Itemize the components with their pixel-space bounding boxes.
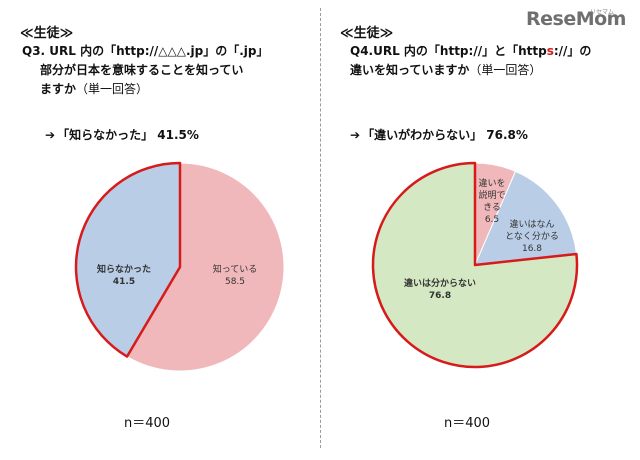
right-question-line1a: Q4.URL 内の「http://」と「http [350, 44, 547, 58]
right-panel: ≪生徒≫ Q4.URL 内の「http://」と「https://」の 違いを知… [320, 0, 640, 460]
pie-slice [74, 161, 182, 358]
panel-divider [320, 8, 321, 448]
data-label-category: 違いはなん [509, 218, 554, 230]
arrow-right-icon: ➔ [350, 128, 361, 142]
left-respondent-tag: ≪生徒≫ [20, 26, 74, 41]
right-respondent-tag: ≪生徒≫ [340, 26, 394, 41]
data-label-category: 違いを [478, 177, 505, 189]
left-panel: ≪生徒≫ Q3. URL 内の「http://△△△.jp」の「.jp」 部分が… [20, 26, 285, 431]
right-question-sub: （単一回答） [469, 63, 542, 77]
right-question-line1b: ://」の [553, 44, 592, 58]
data-label-category: 説明で [478, 189, 505, 201]
data-label-category: 知っている [213, 263, 258, 275]
left-sample-size: n＝400 [124, 416, 171, 431]
resemom-logo: ReseMom [526, 8, 626, 30]
left-question-line3: ますか [40, 82, 77, 96]
right-highlight-text: 「違いがわからない」 76.8% [362, 128, 528, 142]
left-question-line1: URL 内の「http://△△△.jp」の「.jp」 [49, 44, 269, 58]
data-label-category: 違いは分からない [404, 277, 476, 289]
left-highlight: ➔ 「知らなかった」 41.5% [45, 126, 199, 143]
data-label-value: 41.5 [113, 277, 135, 287]
left-question-sub: （単一回答） [76, 82, 149, 96]
pie-slice [474, 170, 577, 266]
right-sample-size: n＝400 [444, 416, 491, 431]
data-label-value: 16.8 [522, 244, 542, 254]
left-question-line2: 部分が日本を意味することを知ってい [40, 63, 244, 77]
data-label-category: きる [483, 202, 501, 213]
right-question: Q4.URL 内の「http://」と「https://」の 違いを知っています… [350, 42, 591, 80]
arrow-right-icon: ➔ [45, 128, 56, 142]
data-label-value: 6.5 [485, 215, 499, 225]
data-label-value: 76.8 [429, 291, 451, 301]
right-highlight: ➔ 「違いがわからない」 76.8% [350, 126, 528, 143]
data-label-category: 知らなかった [96, 263, 151, 275]
left-question: Q3. URL 内の「http://△△△.jp」の「.jp」 部分が日本を意味… [22, 42, 269, 99]
resemom-logo-subtext: リセマム [590, 9, 615, 16]
data-label-category: となく分かる [505, 231, 559, 242]
right-question-line2: 違いを知っていますか [350, 63, 470, 77]
pie-slice [126, 162, 285, 372]
right-question-line1-s: s [546, 44, 554, 58]
left-question-number: Q3. [22, 44, 46, 58]
left-pie-chart: 知っている 58.5 知らなかった 41.5 [74, 161, 285, 372]
left-highlight-text: 「知らなかった」 41.5% [57, 128, 199, 142]
pie-slice [371, 161, 579, 369]
data-label-value: 58.5 [225, 277, 245, 287]
